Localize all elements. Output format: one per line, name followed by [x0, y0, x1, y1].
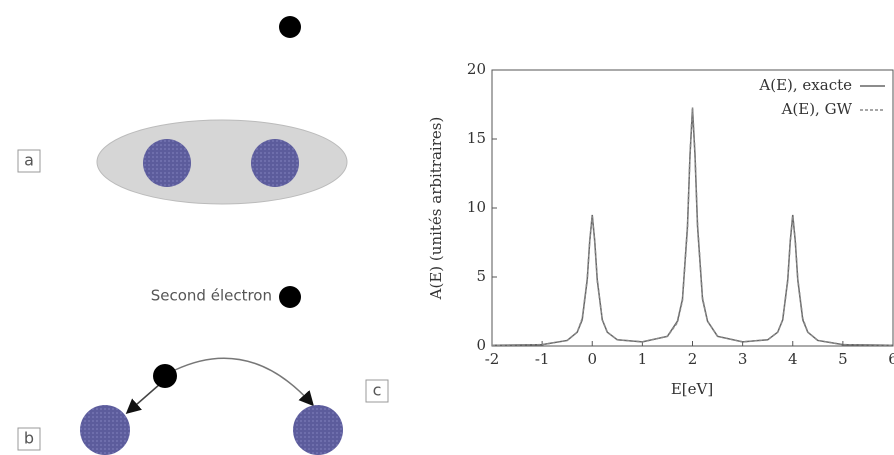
x-tick-label: 3: [738, 350, 748, 368]
x-tick-label: -2: [485, 350, 500, 368]
arrow: [174, 357, 315, 407]
series-line: [491, 107, 894, 347]
nucleus: [80, 405, 130, 455]
arrow: [125, 383, 161, 414]
x-tick-label: 5: [838, 350, 848, 368]
label: c: [373, 381, 382, 400]
y-tick-label: 5: [476, 267, 486, 285]
legend-label: A(E), GW: [781, 100, 853, 118]
y-tick-label: 0: [476, 336, 486, 354]
x-tick-label: -1: [535, 350, 550, 368]
y-tick-label: 15: [467, 129, 486, 147]
nucleus: [251, 139, 299, 187]
nucleus: [293, 405, 343, 455]
label-box: [17, 149, 41, 173]
molecule: [96, 119, 348, 205]
label-box: [365, 379, 389, 403]
label: a: [24, 151, 34, 170]
series-line: [491, 108, 894, 347]
x-tick-label: 4: [788, 350, 798, 368]
y-tick-label: 10: [467, 198, 486, 216]
nucleus: [143, 139, 191, 187]
electron: [279, 286, 301, 308]
label: b: [24, 429, 34, 448]
y-tick-label: 20: [467, 60, 486, 78]
x-tick-label: 6: [888, 350, 894, 368]
electron-label: Second électron: [151, 287, 272, 305]
electron: [279, 16, 301, 38]
x-tick-label: 2: [688, 350, 698, 368]
x-tick-label: 0: [587, 350, 597, 368]
y-axis-label: A(E) (unités arbitraires): [427, 117, 445, 301]
electron: [153, 364, 177, 388]
legend-label: A(E), exacte: [758, 76, 852, 94]
x-tick-label: 1: [638, 350, 648, 368]
x-axis-label: E[eV]: [671, 380, 713, 398]
label-box: [17, 427, 41, 451]
